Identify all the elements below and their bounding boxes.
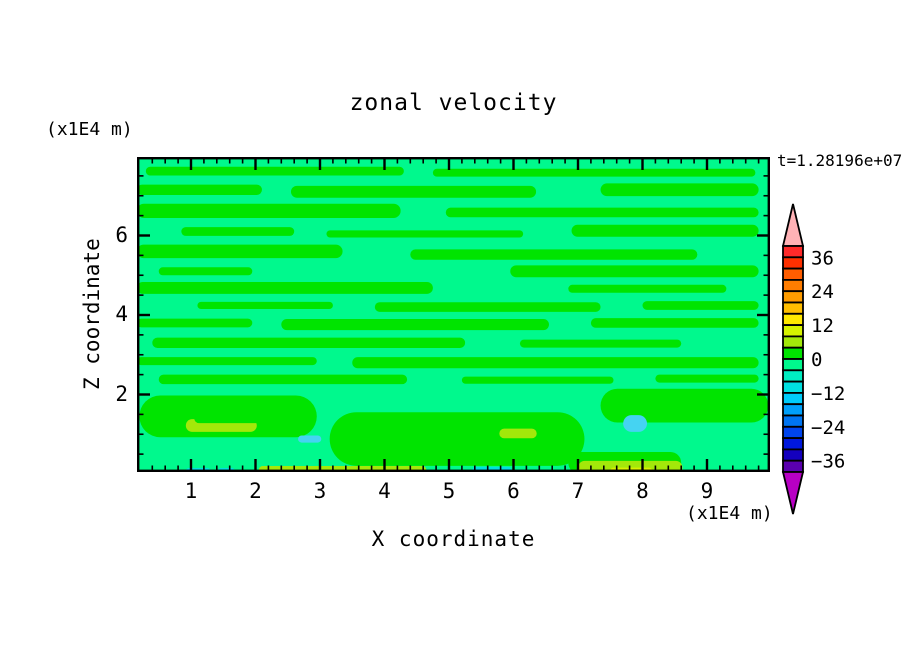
y-tick-label-4: 4 xyxy=(115,302,128,326)
contour-blob xyxy=(329,412,585,466)
contour-streak xyxy=(137,203,401,219)
colorbar-box xyxy=(782,312,804,327)
colorbar-box xyxy=(782,335,804,349)
contour-streak xyxy=(568,284,727,293)
colorbar-box xyxy=(782,346,804,360)
colorbar-label-0: 0 xyxy=(811,349,822,371)
x-tick-label-8: 8 xyxy=(636,479,649,503)
colorbar-label-−12: −12 xyxy=(811,383,845,405)
contour-streak xyxy=(571,224,759,237)
x-tick-label-1: 1 xyxy=(184,479,198,503)
contour-blob xyxy=(600,388,769,423)
x-tick-label-6: 6 xyxy=(507,479,520,503)
colorbar-box xyxy=(782,425,804,440)
contour-streak xyxy=(158,374,408,385)
contour-streak xyxy=(410,249,698,260)
colorbar-box xyxy=(782,256,804,270)
contour-accent-cyanblue xyxy=(298,435,322,443)
colorbar-box xyxy=(782,391,804,406)
contour-streak xyxy=(290,185,537,198)
contour-streak xyxy=(137,282,433,294)
colorbar-box xyxy=(782,279,804,293)
colorbar-under-arrow xyxy=(781,471,805,515)
y-tick-label-2: 2 xyxy=(115,381,128,406)
x-tick-label-4: 4 xyxy=(378,479,391,503)
colorbar-over-arrow xyxy=(781,203,805,247)
colorbar-svg: 36 24 12 0 −12 −24 −36 xyxy=(781,203,845,515)
colorbar-box xyxy=(782,414,804,428)
colorbar-box xyxy=(782,245,804,259)
contour-streak xyxy=(461,376,614,384)
plot-frame xyxy=(137,157,770,472)
colorbar-box xyxy=(782,403,804,417)
contour-streak xyxy=(152,337,466,348)
contour-streak xyxy=(326,230,524,238)
colorbar-box xyxy=(782,267,804,281)
contour-streak xyxy=(158,267,253,276)
colorbar-box xyxy=(782,448,804,462)
colorbar-label-−36: −36 xyxy=(811,451,845,473)
contour-streak xyxy=(137,184,262,195)
contour-accent-chartreuse xyxy=(499,428,537,439)
colorbar: 36 24 12 0 −12 −24 −36 xyxy=(779,200,904,518)
colorbar-box xyxy=(782,290,804,304)
contour-streak xyxy=(510,265,759,278)
colorbar-box xyxy=(782,369,804,383)
y-axis-unit-label: (x1E4 m) xyxy=(46,119,133,140)
contour-plot-svg xyxy=(137,157,770,472)
contour-streak xyxy=(181,227,295,236)
colorbar-box xyxy=(782,437,804,451)
x-tick-label-7: 7 xyxy=(571,479,585,503)
contour-streak xyxy=(197,301,333,310)
contour-streak xyxy=(432,168,756,177)
contour-streak xyxy=(137,244,343,259)
contour-streak xyxy=(600,183,759,197)
x-tick-label-3: 3 xyxy=(313,479,327,503)
colorbar-box xyxy=(782,324,804,338)
timestamp-label: t=1.28196e+07 xyxy=(777,151,903,170)
contour-streak xyxy=(519,339,682,348)
colorbar-label-36: 36 xyxy=(811,247,834,269)
contour-streak xyxy=(145,166,404,176)
x-tick-label-9: 9 xyxy=(700,479,714,503)
contour-streak xyxy=(352,357,759,369)
colorbar-box xyxy=(782,301,804,315)
x-tick-label-5: 5 xyxy=(442,479,456,503)
contour-streak xyxy=(590,318,759,328)
contour-streak xyxy=(655,374,759,383)
contour-streak xyxy=(137,357,317,366)
contour-streak xyxy=(137,318,253,328)
contour-streak xyxy=(374,302,601,312)
contour-streak xyxy=(281,318,549,331)
contour-streak xyxy=(445,207,759,218)
colorbar-label-−24: −24 xyxy=(811,417,845,439)
colorbar-box xyxy=(782,358,804,372)
y-tick-label-6: 6 xyxy=(115,222,128,247)
x-tick-label-2: 2 xyxy=(249,479,262,503)
contour-streak xyxy=(642,301,759,310)
contour-plot-area xyxy=(137,157,770,472)
colorbar-label-12: 12 xyxy=(811,315,834,337)
chart-title: zonal velocity xyxy=(349,90,558,116)
x-axis-title: X coordinate xyxy=(371,527,536,551)
colorbar-label-24: 24 xyxy=(811,281,834,303)
colorbar-box xyxy=(782,380,804,394)
colorbar-box xyxy=(782,459,804,473)
contour-accent-cyanblue xyxy=(623,415,648,432)
x-axis-unit-label: (x1E4 m) xyxy=(686,503,773,524)
contour-accent-green xyxy=(194,413,262,424)
